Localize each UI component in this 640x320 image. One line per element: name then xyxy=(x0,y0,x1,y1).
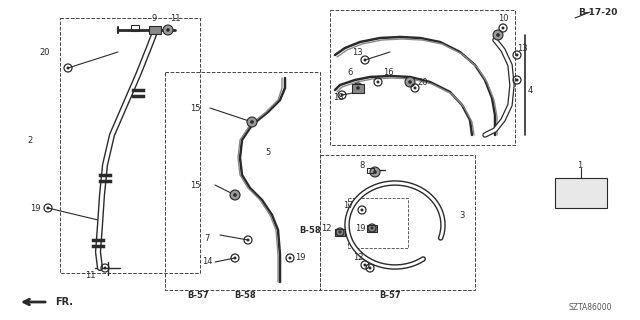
Text: 7: 7 xyxy=(204,234,210,243)
Text: FR.: FR. xyxy=(55,297,73,307)
Circle shape xyxy=(247,117,257,127)
Circle shape xyxy=(370,167,380,177)
Text: 13: 13 xyxy=(516,44,527,52)
Text: B-17-20: B-17-20 xyxy=(579,7,618,17)
Text: 6: 6 xyxy=(348,68,353,76)
Bar xyxy=(335,228,345,236)
Text: 14: 14 xyxy=(202,258,212,267)
Text: 10: 10 xyxy=(498,13,508,22)
Text: 19: 19 xyxy=(355,223,365,233)
Bar xyxy=(348,198,408,248)
Bar xyxy=(149,26,161,34)
Text: 8: 8 xyxy=(359,161,365,170)
Text: 16: 16 xyxy=(383,68,394,76)
Circle shape xyxy=(234,257,237,260)
Bar xyxy=(352,84,364,92)
Circle shape xyxy=(493,30,503,40)
Circle shape xyxy=(413,86,417,90)
Circle shape xyxy=(515,53,518,57)
Bar xyxy=(131,25,139,31)
Text: 20: 20 xyxy=(40,47,51,57)
Text: B-57: B-57 xyxy=(187,291,209,300)
Text: 12: 12 xyxy=(353,253,364,262)
Circle shape xyxy=(376,81,380,84)
Circle shape xyxy=(356,86,360,90)
Circle shape xyxy=(369,267,371,269)
Circle shape xyxy=(230,190,240,200)
Text: 15: 15 xyxy=(189,103,200,113)
Circle shape xyxy=(233,193,237,197)
Text: 12: 12 xyxy=(321,223,332,233)
Text: 9: 9 xyxy=(152,13,157,22)
Text: 13: 13 xyxy=(352,47,362,57)
Text: B-57: B-57 xyxy=(379,291,401,300)
Text: 19: 19 xyxy=(29,204,40,212)
Circle shape xyxy=(67,67,70,69)
Text: 19: 19 xyxy=(295,253,305,262)
Circle shape xyxy=(405,77,415,87)
Circle shape xyxy=(289,257,291,260)
Circle shape xyxy=(246,238,250,242)
Bar xyxy=(320,155,475,290)
Circle shape xyxy=(250,120,254,124)
Circle shape xyxy=(339,230,342,234)
Bar xyxy=(165,72,320,290)
Circle shape xyxy=(364,263,367,267)
Text: 4: 4 xyxy=(527,85,532,94)
Text: 2: 2 xyxy=(28,135,33,145)
Text: 1: 1 xyxy=(577,161,582,170)
Circle shape xyxy=(408,80,412,84)
Circle shape xyxy=(515,78,518,82)
Text: 11: 11 xyxy=(84,270,95,279)
Circle shape xyxy=(364,59,367,61)
Text: 17: 17 xyxy=(342,201,353,210)
Bar xyxy=(555,178,607,208)
Circle shape xyxy=(353,83,363,93)
Bar xyxy=(60,18,200,273)
Text: B-58: B-58 xyxy=(234,291,256,300)
Text: 15: 15 xyxy=(189,180,200,189)
Text: 3: 3 xyxy=(460,211,465,220)
Bar xyxy=(330,10,515,145)
Circle shape xyxy=(502,27,504,29)
Circle shape xyxy=(163,25,173,35)
Bar xyxy=(367,167,374,172)
Text: 11: 11 xyxy=(170,13,180,22)
Text: 18: 18 xyxy=(333,92,343,101)
Circle shape xyxy=(373,170,377,174)
Circle shape xyxy=(340,93,344,97)
Text: SZTA86000: SZTA86000 xyxy=(568,303,612,313)
Circle shape xyxy=(496,33,500,37)
Text: 5: 5 xyxy=(266,148,271,156)
Bar xyxy=(367,225,377,231)
Circle shape xyxy=(47,206,49,210)
Text: B-58: B-58 xyxy=(299,226,321,235)
Circle shape xyxy=(104,267,106,269)
Circle shape xyxy=(360,209,364,212)
Circle shape xyxy=(371,227,374,229)
Text: 20: 20 xyxy=(418,77,428,86)
Circle shape xyxy=(166,28,170,32)
